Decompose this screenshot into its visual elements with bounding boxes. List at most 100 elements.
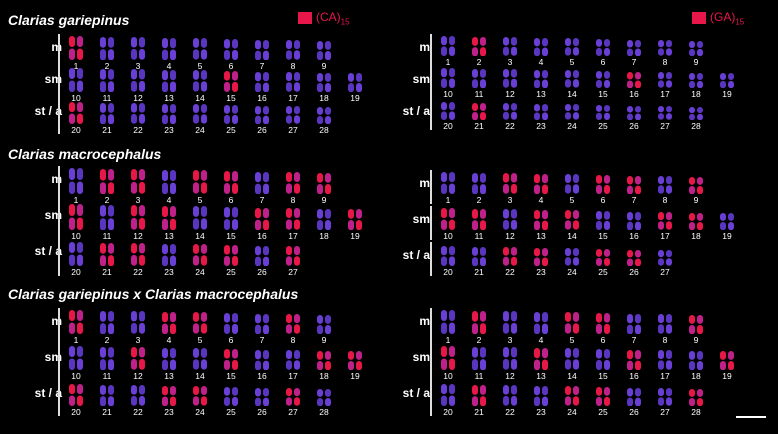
chromosome-pair-7	[627, 313, 641, 334]
chromosome-number-24: 24	[567, 267, 577, 277]
chromosome-number-14: 14	[195, 93, 205, 103]
chromosome-pair-20	[69, 384, 83, 406]
chromosome-number-3: 3	[507, 335, 513, 345]
chromosome-pair-14	[565, 70, 579, 88]
chromosome-number-15: 15	[226, 371, 236, 381]
chromosome-number-25: 25	[226, 267, 236, 277]
scale-bar	[736, 416, 766, 418]
species-title-gariepinus: Clarias gariepinus	[8, 12, 130, 28]
row-divider	[430, 170, 432, 204]
chromosome-number-15: 15	[598, 89, 608, 99]
chromosome-pair-25	[224, 105, 238, 124]
chromosome-pair-2	[472, 172, 486, 194]
chromosome-number-3: 3	[135, 335, 141, 345]
chromosome-number-6: 6	[228, 335, 234, 345]
chromosome-pair-16	[255, 207, 269, 230]
chromosome-pair-10	[69, 204, 83, 230]
chromosome-pair-5	[193, 312, 207, 334]
chromosome-pair-1	[69, 168, 83, 194]
chromosome-number-2: 2	[476, 57, 482, 67]
chromosome-number-24: 24	[567, 121, 577, 131]
probe-ca-label: (CA)15	[316, 10, 350, 27]
probe-ga-swatch	[692, 12, 706, 25]
chromosome-pair-4	[534, 37, 548, 56]
chromosome-pair-4	[162, 169, 176, 194]
row-label-sm: sm	[412, 72, 430, 86]
chromosome-pair-22	[131, 385, 145, 406]
chromosome-number-9: 9	[321, 61, 327, 71]
row-divider	[58, 66, 60, 102]
chromosome-number-27: 27	[288, 125, 298, 135]
chromosome-pair-23	[534, 247, 548, 266]
probe-legend-ca: (CA)15	[298, 10, 350, 26]
chromosome-number-21: 21	[102, 125, 112, 135]
chromosome-number-19: 19	[350, 93, 360, 103]
chromosome-number-10: 10	[443, 371, 453, 381]
chromosome-pair-22	[131, 243, 145, 266]
chromosome-number-14: 14	[195, 231, 205, 241]
chromosome-pair-19	[348, 350, 362, 370]
chromosome-number-26: 26	[629, 121, 639, 131]
row-divider	[58, 308, 60, 344]
chromosome-pair-21	[100, 102, 114, 124]
chromosome-pair-17	[658, 350, 672, 370]
chromosome-pair-20	[69, 242, 83, 266]
row-label-sta: st / a	[34, 244, 62, 258]
chromosome-number-18: 18	[319, 93, 329, 103]
chromosome-number-2: 2	[476, 195, 482, 205]
chromosome-number-3: 3	[507, 57, 513, 67]
chromosome-pair-24	[565, 248, 579, 266]
chromosome-pair-16	[627, 211, 641, 230]
species-title-hybrid: Clarias gariepinus x Clarias macrocephal…	[8, 286, 299, 302]
chromosome-number-9: 9	[321, 195, 327, 205]
chromosome-pair-24	[193, 244, 207, 266]
chromosome-pair-14	[193, 206, 207, 230]
chromosome-number-20: 20	[71, 267, 81, 277]
chromosome-number-25: 25	[226, 125, 236, 135]
chromosome-pair-3	[503, 173, 517, 194]
chromosome-number-26: 26	[629, 267, 639, 277]
chromosome-number-22: 22	[133, 125, 143, 135]
chromosome-pair-14	[565, 348, 579, 370]
chromosome-number-1: 1	[445, 335, 451, 345]
chromosome-pair-23	[162, 103, 176, 124]
probe-ga-label: (GA)15	[710, 10, 745, 27]
chromosome-number-8: 8	[290, 195, 296, 205]
chromosome-pair-17	[286, 72, 300, 92]
row-divider	[430, 308, 432, 344]
chromosome-pair-2	[100, 36, 114, 60]
chromosome-number-11: 11	[474, 89, 484, 99]
chromosome-pair-26	[627, 249, 641, 266]
chromosome-number-18: 18	[691, 89, 701, 99]
row-divider	[430, 66, 432, 98]
chromosome-pair-5	[565, 38, 579, 56]
chromosome-number-19: 19	[350, 371, 360, 381]
chromosome-number-24: 24	[195, 267, 205, 277]
row-label-m: m	[419, 314, 430, 328]
chromosome-pair-20	[441, 102, 455, 120]
chromosome-number-22: 22	[133, 407, 143, 417]
chromosome-number-15: 15	[226, 231, 236, 241]
chromosome-number-16: 16	[257, 231, 267, 241]
chromosome-number-18: 18	[691, 371, 701, 381]
chromosome-number-10: 10	[443, 231, 453, 241]
chromosome-number-24: 24	[195, 125, 205, 135]
chromosome-pair-24	[565, 386, 579, 406]
row-divider	[58, 344, 60, 380]
chromosome-number-1: 1	[445, 57, 451, 67]
row-label-sm: sm	[412, 350, 430, 364]
chromosome-number-7: 7	[259, 335, 265, 345]
chromosome-pair-12	[503, 209, 517, 230]
chromosome-number-15: 15	[598, 371, 608, 381]
chromosome-pair-9	[317, 172, 331, 194]
chromosome-pair-22	[503, 247, 517, 266]
chromosome-number-8: 8	[662, 195, 668, 205]
chromosome-pair-7	[627, 175, 641, 194]
chromosome-pair-20	[441, 246, 455, 266]
chromosome-pair-17	[658, 72, 672, 88]
chromosome-number-23: 23	[164, 267, 174, 277]
chromosome-pair-18	[689, 72, 703, 88]
chromosome-pair-6	[224, 313, 238, 334]
chromosome-number-26: 26	[257, 407, 267, 417]
chromosome-number-21: 21	[102, 407, 112, 417]
